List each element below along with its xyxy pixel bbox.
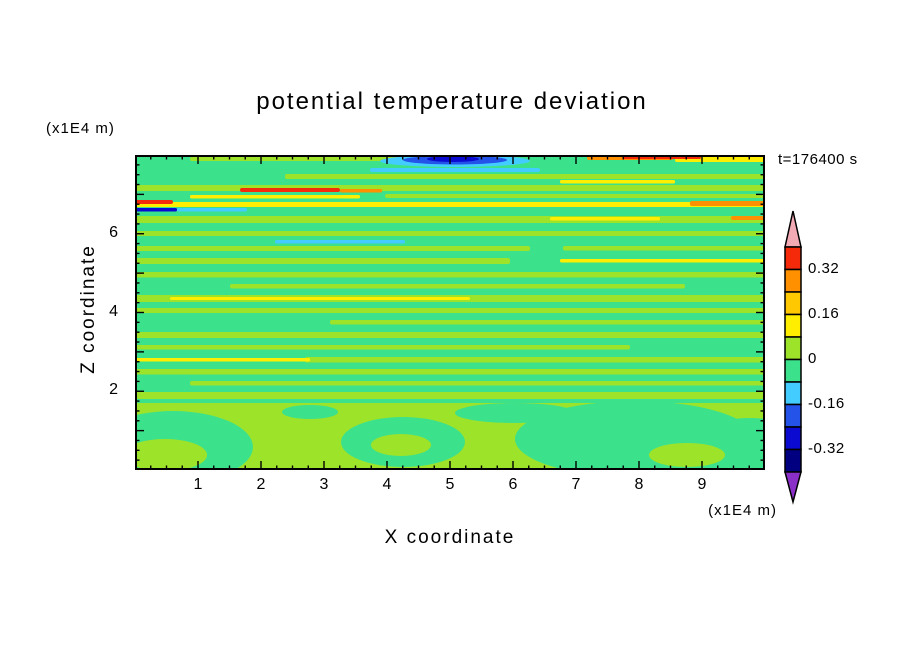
contour-region bbox=[550, 217, 660, 221]
colorbar-segment bbox=[784, 291, 802, 316]
colorbar-tick-label: 0.16 bbox=[808, 304, 840, 322]
colorbar-tick-label: -0.16 bbox=[808, 394, 845, 412]
contour-region bbox=[560, 259, 765, 263]
colorbar-tick-label: 0.32 bbox=[808, 259, 840, 277]
contour-region bbox=[135, 202, 765, 207]
colorbar-segment bbox=[784, 246, 802, 271]
contour-region bbox=[305, 357, 765, 363]
colorbar-segment bbox=[784, 313, 802, 338]
contour-region bbox=[370, 168, 540, 172]
x-tick-label: 2 bbox=[256, 476, 266, 493]
contour-region bbox=[135, 200, 173, 204]
contour-region bbox=[285, 174, 765, 179]
colorbar-segment bbox=[784, 268, 802, 293]
contour-region bbox=[563, 246, 765, 251]
contour-region bbox=[560, 180, 675, 184]
contour-region bbox=[135, 345, 630, 350]
contour-region bbox=[135, 246, 530, 251]
z-tick-labels: 2 4 6 bbox=[86, 155, 118, 470]
contour-region bbox=[135, 358, 310, 362]
colorbar-over-arrow bbox=[784, 210, 802, 248]
contour-region bbox=[455, 403, 575, 423]
colorbar-tick-label: -0.32 bbox=[808, 439, 845, 457]
contour-region bbox=[135, 308, 765, 313]
x-axis-unit-label: (x1E4 m) bbox=[708, 502, 777, 519]
z-tick-label: 4 bbox=[109, 302, 118, 320]
contour-region bbox=[135, 208, 177, 212]
colorbar-under-arrow bbox=[784, 471, 802, 505]
contour-region bbox=[690, 201, 765, 206]
contour-region bbox=[135, 272, 765, 278]
colorbar-tick-label: 0 bbox=[808, 349, 817, 367]
contour-region bbox=[135, 332, 765, 338]
contour-region bbox=[240, 188, 340, 192]
colorbar-segment bbox=[784, 403, 802, 428]
contour-region bbox=[135, 216, 765, 223]
colorbar-segment bbox=[784, 358, 802, 383]
contour-region bbox=[190, 157, 420, 161]
x-tick-label: 4 bbox=[382, 476, 392, 493]
contour-region bbox=[190, 381, 765, 386]
x-tick-label: 7 bbox=[571, 476, 581, 493]
contour-region bbox=[731, 216, 765, 220]
contour-region bbox=[170, 297, 470, 300]
contour-region bbox=[385, 194, 765, 198]
contour-region bbox=[177, 208, 247, 212]
x-tick-label: 1 bbox=[193, 476, 203, 493]
contour-region bbox=[649, 443, 725, 467]
time-annotation: t=176400 s bbox=[778, 151, 858, 168]
z-tick-label: 2 bbox=[109, 381, 118, 399]
contour-region bbox=[135, 439, 207, 470]
contour-region bbox=[230, 284, 685, 289]
contour-region bbox=[135, 185, 765, 191]
x-tick-label: 5 bbox=[445, 476, 455, 493]
contour-region bbox=[275, 240, 405, 244]
contour-region bbox=[282, 405, 338, 419]
colorbar-segment bbox=[784, 426, 802, 451]
z-tick-label: 6 bbox=[109, 223, 118, 241]
x-tick-label: 3 bbox=[319, 476, 329, 493]
z-axis-title: Z coordinate bbox=[78, 244, 99, 374]
contour-region bbox=[190, 195, 360, 199]
contour-region bbox=[135, 369, 765, 375]
contour-region bbox=[340, 189, 382, 193]
contour-region bbox=[135, 258, 510, 264]
contour-region bbox=[371, 434, 431, 456]
chart-title: potential temperature deviation bbox=[256, 88, 648, 115]
plot-frame bbox=[135, 155, 765, 470]
x-tick-label: 8 bbox=[634, 476, 644, 493]
contour-region bbox=[135, 231, 765, 236]
colorbar-segment bbox=[784, 336, 802, 361]
x-axis-title: X coordinate bbox=[384, 527, 516, 548]
z-axis-unit-label: (x1E4 m) bbox=[46, 120, 115, 137]
contour-region bbox=[330, 320, 765, 325]
colorbar-segment bbox=[784, 381, 802, 406]
plot-field-svg bbox=[135, 155, 765, 470]
x-tick-label: 6 bbox=[508, 476, 518, 493]
colorbar-segment bbox=[784, 448, 802, 473]
contour-region bbox=[135, 392, 765, 399]
x-tick-label: 9 bbox=[697, 476, 707, 493]
colorbar-labels: 0.32 0.16 0 -0.16 -0.32 bbox=[808, 207, 878, 507]
colorbar-svg bbox=[784, 210, 802, 505]
x-tick-labels: 1 2 3 4 5 6 7 8 9 bbox=[135, 476, 765, 496]
